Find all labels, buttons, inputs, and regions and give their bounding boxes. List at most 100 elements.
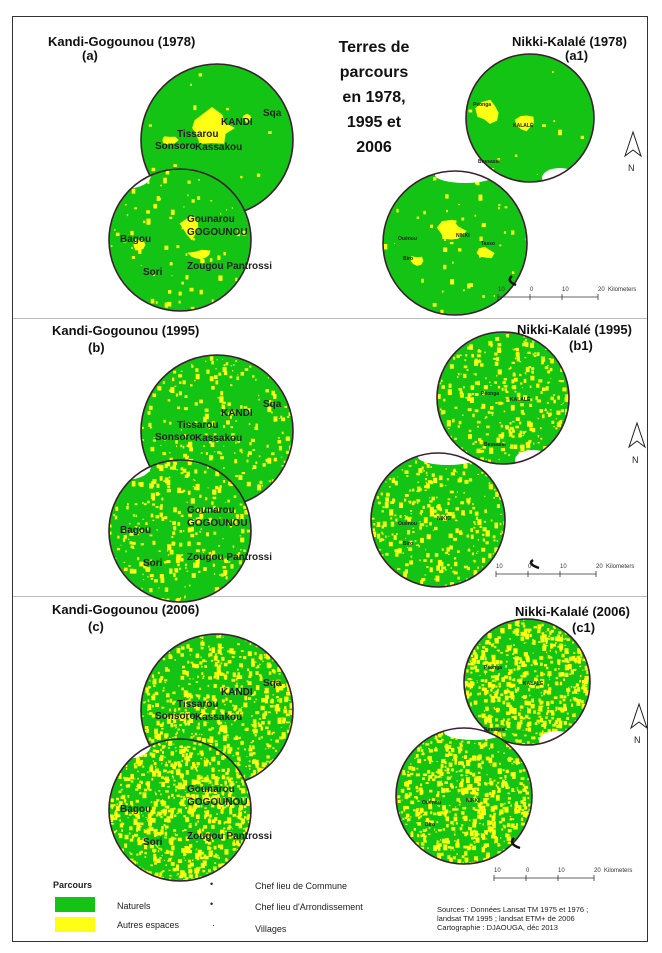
place-label: Ouénou <box>398 236 417 242</box>
panel-separator <box>13 596 647 597</box>
place-label: NIKKI <box>456 233 470 239</box>
nikki-south-map <box>371 453 505 587</box>
place-label-sonsoro: Sonsoro <box>155 141 196 152</box>
panel-separator <box>13 318 647 319</box>
scale-tick-label: 10 <box>494 868 501 874</box>
place-label: Péonga <box>481 391 500 397</box>
place-label-sonsoro: Sonsoro <box>155 432 196 443</box>
place-label-zougou: Zougou Pantrossi <box>187 261 272 272</box>
panel-a-sub: (a) <box>82 48 98 63</box>
north-label: N <box>634 735 641 745</box>
main-title-line: 1995 et <box>346 114 402 131</box>
legend-bullet: • <box>210 899 214 909</box>
place-label: Ouénou <box>398 521 417 527</box>
legend-villages: Villages <box>255 924 287 934</box>
place-label-tissarou: Tissarou <box>177 699 219 710</box>
scale-tick-label: 10 <box>558 868 565 874</box>
legend-natural: Naturels <box>117 901 151 911</box>
place-label-gounarou: Gounarou <box>187 214 235 225</box>
place-label-gogounou: GOGOUNOU <box>187 797 248 808</box>
legend-bullet: • <box>210 879 214 889</box>
place-label-kandi: KANDI <box>221 687 253 698</box>
place-label-gogounou: GOGOUNOU <box>187 227 248 238</box>
main-title-line: 2006 <box>356 139 392 156</box>
source-line: Cartographie : DJAOUGA, déc 2013 <box>437 923 558 932</box>
kalale-north-map <box>466 54 594 182</box>
place-label-zougou: Zougou Pantrossi <box>187 831 272 842</box>
main-title-line: parcours <box>339 64 409 81</box>
place-label: Biro <box>425 822 435 828</box>
place-label: KALALÉ <box>513 123 534 129</box>
place-label-kassakou: Kassakou <box>195 712 243 723</box>
boundary-mark <box>510 837 521 850</box>
scale-unit: Kilometers <box>608 287 637 293</box>
place-label-sori: Sori <box>143 837 163 848</box>
legend-bullet: · <box>212 920 215 930</box>
legend-commune: Chef lieu de Commune <box>255 881 348 891</box>
panel-b-sub: (b) <box>88 340 105 355</box>
north-label: N <box>632 455 639 465</box>
scale-tick-label: 10 <box>562 287 569 293</box>
boundary-mark <box>508 275 517 287</box>
boundary-mark <box>529 558 540 570</box>
map-outline <box>436 331 570 465</box>
place-label: KALALÉ <box>523 681 544 687</box>
place-label-gounarou: Gounarou <box>187 505 235 516</box>
place-label: Tasso <box>481 241 496 247</box>
panel-c-title: Kandi-Gogounou (2006) <box>52 602 200 617</box>
scale-tick-label: 20 <box>594 868 601 874</box>
legend-header: Parcours <box>53 880 93 890</box>
sources: Sources : Données Lansat TM 1975 et 1976… <box>437 905 588 932</box>
scale-tick-label: 0 <box>530 287 534 293</box>
place-label-sori: Sori <box>143 267 163 278</box>
kalale-north-map <box>437 332 569 464</box>
place-label-sori: Sori <box>143 558 163 569</box>
place-label: Biro <box>403 256 413 262</box>
source-line: landsat TM 1995 ; landsat ETM+ de 2006 <box>437 914 575 923</box>
scale-tick-label: 10 <box>560 564 567 570</box>
legend-swatch-other <box>55 917 95 932</box>
scale-tick-label: 20 <box>598 287 605 293</box>
gogounou-south-map <box>109 460 251 602</box>
place-label-kandi: KANDI <box>221 408 253 419</box>
map-outline <box>108 738 252 882</box>
place-label-gogounou: GOGOUNOU <box>187 518 248 529</box>
place-label: Péonga <box>484 665 503 671</box>
scale-tick-label: 0 <box>526 868 530 874</box>
map-outline <box>382 170 528 316</box>
map-outline <box>465 53 595 183</box>
place-label: Biro <box>403 541 413 547</box>
place-label-kassakou: Kassakou <box>195 142 243 153</box>
scale-tick-label: 10 <box>496 564 503 570</box>
nikki-south-map <box>396 728 532 864</box>
main-title-line: en 1978, <box>342 89 406 106</box>
north-arrow-icon <box>628 421 646 449</box>
panel-c1-title: Nikki-Kalalé (2006) <box>515 604 630 619</box>
place-label-bagou: Bagou <box>120 804 152 815</box>
place-label-kassakou: Kassakou <box>195 433 243 444</box>
place-label-tissarou: Tissarou <box>177 129 219 140</box>
panel-a1-title: Nikki-Kalalé (1978) <box>512 34 627 49</box>
place-label-sqa: Sqa <box>263 399 282 410</box>
place-label: NIKKI <box>466 798 480 804</box>
panel-c-sub: (c) <box>88 619 104 634</box>
place-label: Ouénou <box>422 800 441 806</box>
legend-other: Autres espaces <box>117 920 180 930</box>
panel-c1-sub: (c1) <box>572 620 596 635</box>
scale-unit: Kilometers <box>604 868 633 874</box>
place-label-gounarou: Gounarou <box>187 784 235 795</box>
north-arrow-icon <box>630 702 648 730</box>
place-label-bagou: Bagou <box>120 234 152 245</box>
legend-swatch-natural <box>55 897 95 912</box>
scale-tick-label: 0 <box>528 564 532 570</box>
source-line: Sources : Données Lansat TM 1975 et 1976… <box>437 905 589 914</box>
map-outline <box>463 618 591 746</box>
place-label: Bessassi <box>478 159 500 165</box>
panel-b1-title: Nikki-Kalalé (1995) <box>517 322 632 337</box>
place-label: NIKKI <box>437 516 451 522</box>
main-title-line: Terres de <box>338 39 410 56</box>
scale-tick-label: 20 <box>596 564 603 570</box>
north-arrow-icon <box>624 130 642 158</box>
map-outline <box>108 168 252 312</box>
